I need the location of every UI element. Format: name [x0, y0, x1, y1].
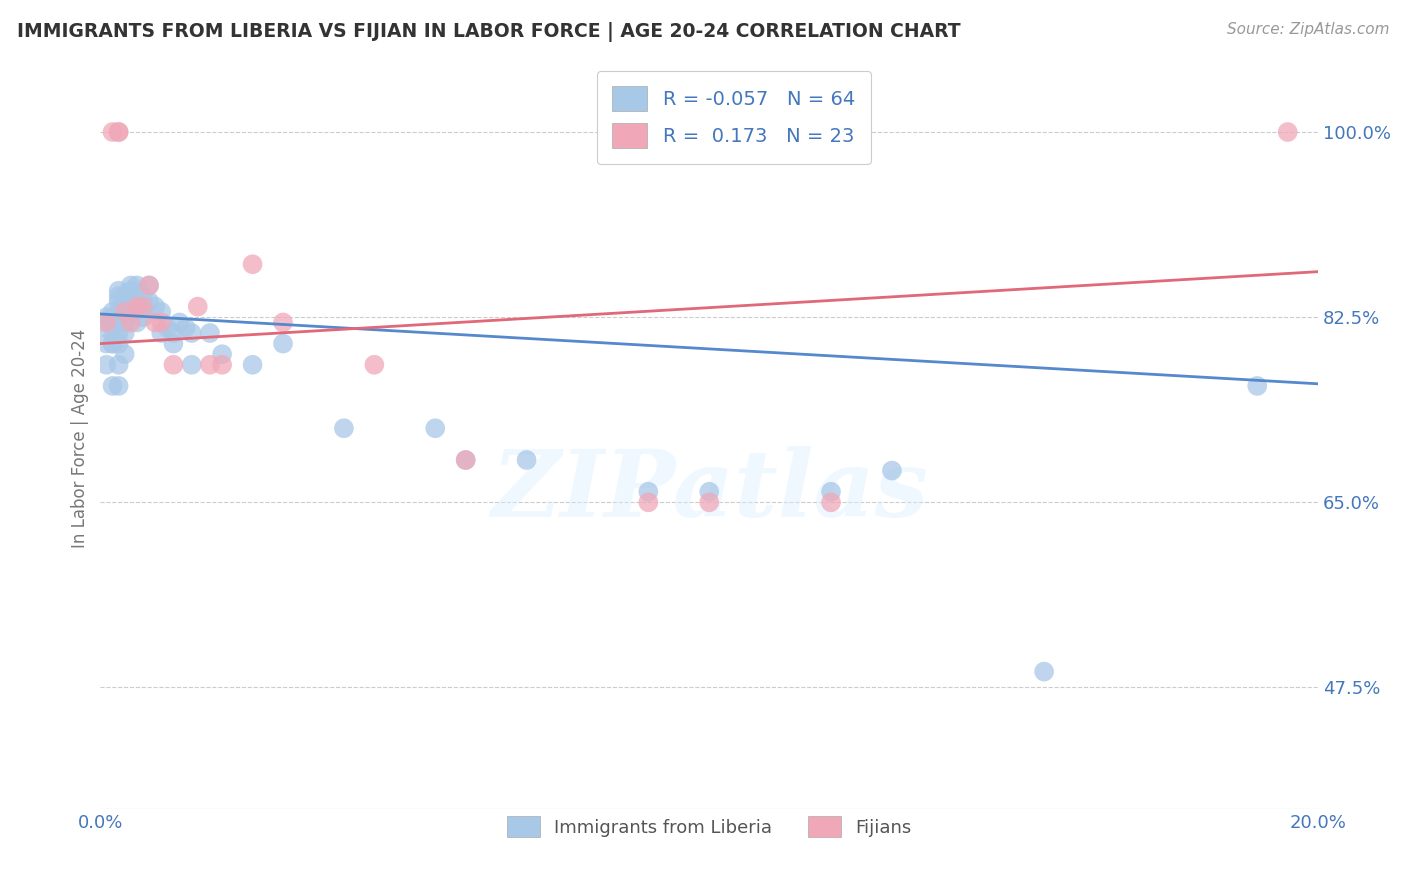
Point: [114, 326, 136, 340]
Point: [107, 125, 129, 139]
Point: [125, 300, 148, 314]
Point: [107, 326, 129, 340]
Point: [697, 484, 720, 499]
Point: [101, 320, 124, 334]
Point: [107, 284, 129, 298]
Text: IMMIGRANTS FROM LIBERIA VS FIJIAN IN LABOR FORCE | AGE 20-24 CORRELATION CHART: IMMIGRANTS FROM LIBERIA VS FIJIAN IN LAB…: [17, 22, 960, 42]
Point: [114, 310, 136, 325]
Point: [1246, 379, 1268, 393]
Point: [101, 379, 124, 393]
Point: [162, 336, 184, 351]
Point: [211, 347, 233, 361]
Point: [211, 358, 233, 372]
Point: [107, 379, 129, 393]
Point: [143, 315, 166, 329]
Point: [120, 294, 142, 309]
Point: [1033, 665, 1056, 679]
Point: [107, 358, 129, 372]
Point: [107, 310, 129, 325]
Point: [271, 315, 294, 329]
Text: Source: ZipAtlas.com: Source: ZipAtlas.com: [1226, 22, 1389, 37]
Point: [107, 336, 129, 351]
Point: [880, 464, 903, 478]
Point: [114, 305, 136, 319]
Point: [101, 310, 124, 325]
Point: [96, 310, 118, 325]
Point: [242, 257, 264, 271]
Point: [1277, 125, 1299, 139]
Point: [516, 453, 538, 467]
Point: [454, 453, 477, 467]
Point: [132, 300, 155, 314]
Point: [120, 284, 142, 298]
Point: [114, 315, 136, 329]
Point: [125, 315, 148, 329]
Point: [242, 358, 264, 372]
Point: [96, 320, 118, 334]
Y-axis label: In Labor Force | Age 20-24: In Labor Force | Age 20-24: [72, 329, 89, 549]
Point: [96, 336, 118, 351]
Point: [150, 305, 173, 319]
Point: [454, 453, 477, 467]
Point: [425, 421, 447, 435]
Point: [138, 278, 160, 293]
Point: [114, 294, 136, 309]
Point: [107, 294, 129, 309]
Text: ZIPatlas: ZIPatlas: [491, 446, 928, 536]
Point: [637, 484, 659, 499]
Point: [107, 289, 129, 303]
Point: [198, 358, 221, 372]
Point: [96, 358, 118, 372]
Point: [132, 289, 155, 303]
Point: [101, 336, 124, 351]
Point: [150, 315, 173, 329]
Point: [114, 347, 136, 361]
Point: [198, 326, 221, 340]
Point: [637, 495, 659, 509]
Point: [125, 294, 148, 309]
Point: [101, 336, 124, 351]
Point: [162, 326, 184, 340]
Point: [125, 278, 148, 293]
Point: [180, 358, 202, 372]
Point: [107, 315, 129, 329]
Point: [143, 300, 166, 314]
Point: [132, 310, 155, 325]
Point: [107, 125, 129, 139]
Legend: Immigrants from Liberia, Fijians: Immigrants from Liberia, Fijians: [501, 809, 918, 845]
Point: [132, 300, 155, 314]
Point: [333, 421, 356, 435]
Point: [150, 326, 173, 340]
Point: [162, 358, 184, 372]
Point: [120, 315, 142, 329]
Point: [169, 315, 191, 329]
Point: [101, 305, 124, 319]
Point: [271, 336, 294, 351]
Point: [180, 326, 202, 340]
Point: [697, 495, 720, 509]
Point: [114, 305, 136, 319]
Point: [120, 278, 142, 293]
Point: [101, 125, 124, 139]
Point: [820, 495, 842, 509]
Point: [156, 320, 179, 334]
Point: [174, 320, 197, 334]
Point: [187, 300, 209, 314]
Point: [114, 289, 136, 303]
Point: [96, 315, 118, 329]
Point: [101, 315, 124, 329]
Point: [107, 305, 129, 319]
Point: [138, 278, 160, 293]
Point: [363, 358, 385, 372]
Point: [120, 305, 142, 319]
Point: [138, 294, 160, 309]
Point: [820, 484, 842, 499]
